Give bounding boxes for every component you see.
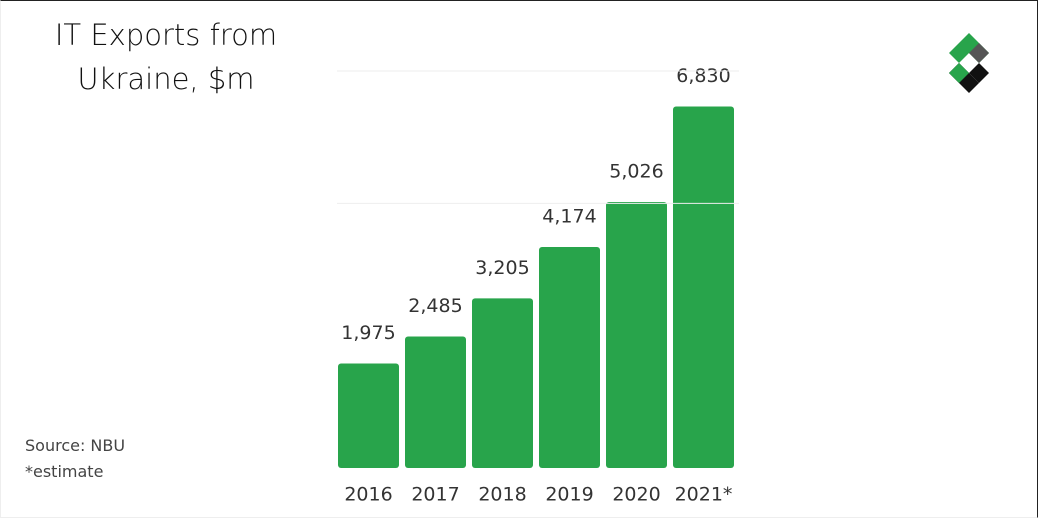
value-label: 6,830: [676, 65, 730, 87]
x-tick-label: 2016: [344, 484, 392, 506]
bar: [673, 106, 734, 468]
estimate-note: *estimate: [25, 462, 104, 481]
x-tick-label: 2019: [545, 484, 593, 506]
source-note: Source: NBU: [25, 436, 126, 455]
chart-title: IT Exports from Ukraine, $m: [54, 18, 278, 96]
bar: [539, 247, 600, 468]
value-label: 2,485: [408, 295, 462, 317]
bar: [405, 336, 466, 468]
x-tick-label: 2020: [612, 484, 660, 506]
x-tick-label: 2018: [478, 484, 526, 506]
bar: [472, 298, 533, 468]
value-label: 1,975: [341, 322, 395, 344]
bar: [606, 201, 667, 468]
value-label: 5,026: [609, 160, 663, 182]
x-tick-label: 2021*: [675, 484, 733, 506]
value-label: 3,205: [475, 257, 529, 279]
logo: [949, 33, 989, 93]
value-label: 4,174: [542, 206, 596, 228]
x-tick-label: 2017: [411, 484, 459, 506]
bar: [338, 363, 399, 468]
